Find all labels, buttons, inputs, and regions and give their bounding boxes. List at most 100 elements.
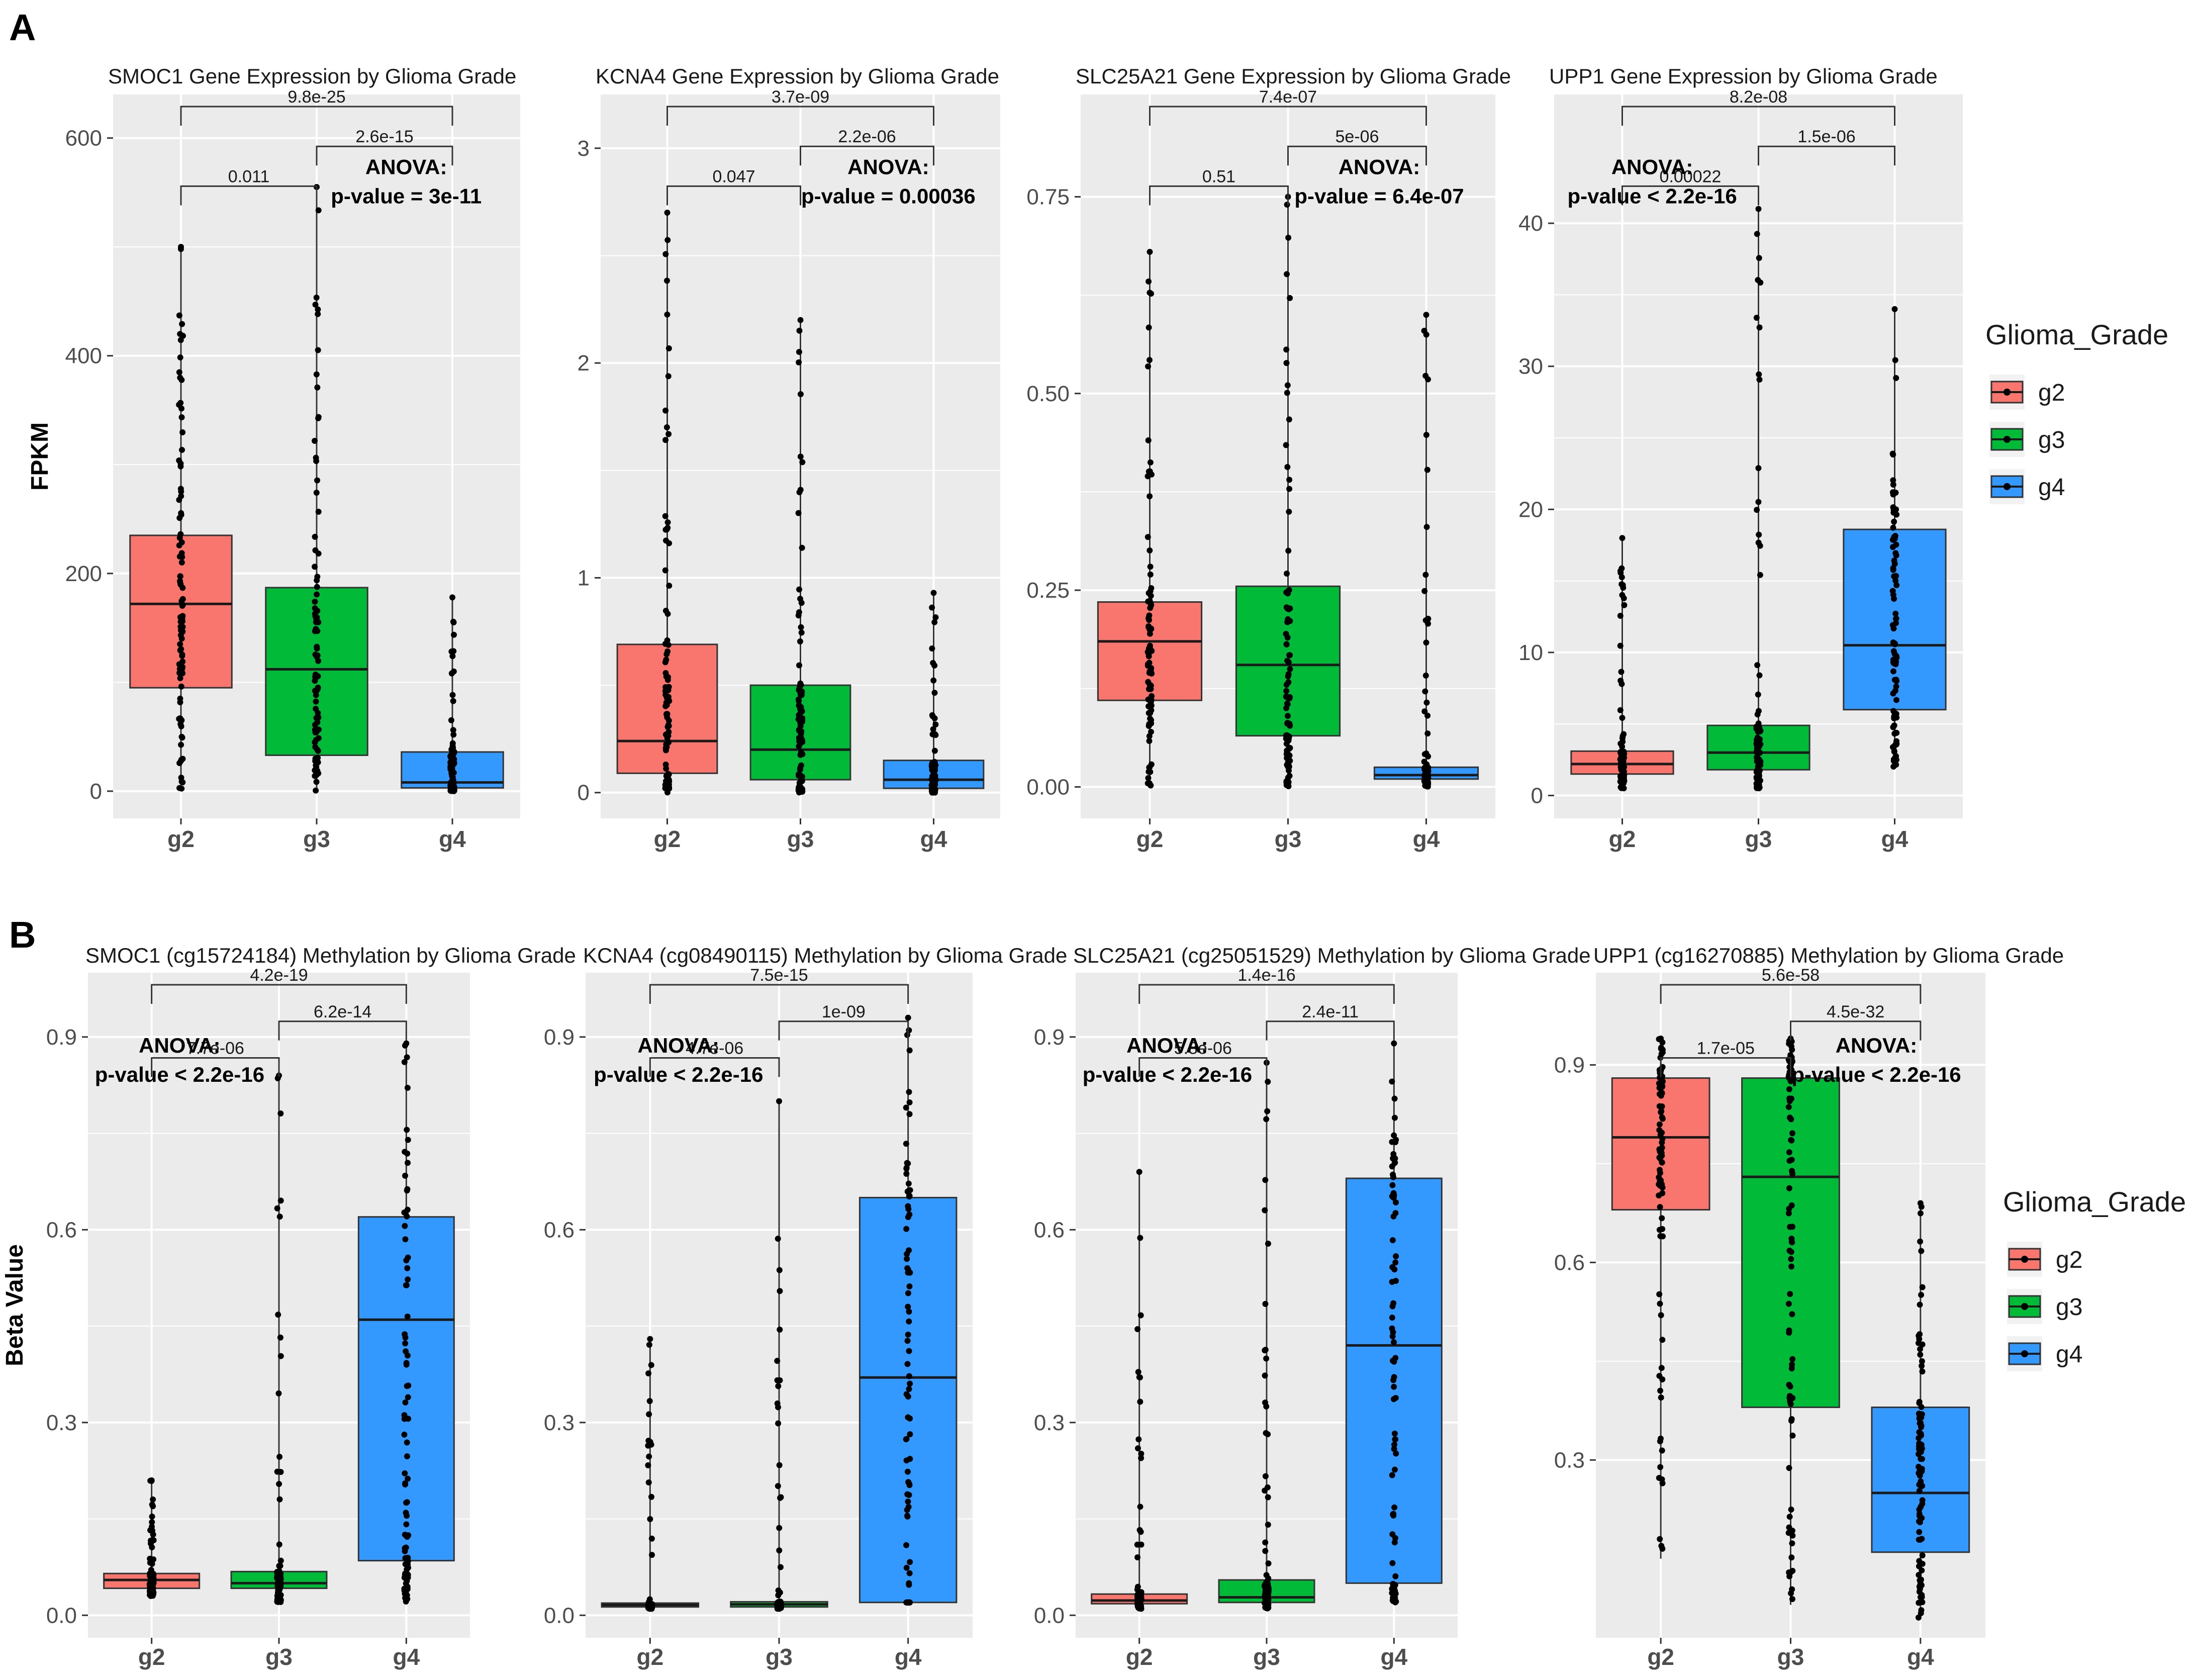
- data-point: [1619, 743, 1626, 750]
- data-point: [665, 373, 672, 380]
- data-point: [450, 731, 457, 738]
- data-point: [1145, 775, 1152, 781]
- data-point: [1892, 532, 1898, 539]
- data-point: [664, 519, 671, 526]
- data-point: [1916, 1558, 1923, 1564]
- bracket-line: [180, 106, 453, 126]
- data-point: [1138, 1455, 1144, 1461]
- y-tick-label: 0.6: [544, 1218, 575, 1242]
- data-point: [1265, 1078, 1271, 1085]
- data-point: [796, 586, 803, 593]
- data-point: [404, 1383, 410, 1389]
- data-point: [1617, 760, 1624, 766]
- data-point: [1658, 1182, 1665, 1189]
- data-point: [1659, 1545, 1666, 1552]
- x-tick-label: g3: [787, 826, 814, 852]
- data-point: [1147, 605, 1154, 611]
- data-point: [1918, 1432, 1925, 1439]
- data-point: [903, 1104, 909, 1111]
- data-point: [1392, 1259, 1399, 1266]
- data-point: [663, 773, 670, 779]
- data-point: [646, 1453, 652, 1460]
- data-point: [402, 1334, 409, 1341]
- data-point: [313, 458, 320, 464]
- data-point: [1658, 1045, 1664, 1051]
- data-point: [179, 779, 186, 786]
- data-point: [149, 1537, 156, 1544]
- data-point: [177, 580, 183, 587]
- y-tick-label: 1: [578, 566, 590, 590]
- data-point: [179, 596, 186, 602]
- data-point: [904, 1256, 910, 1262]
- data-point: [277, 1557, 284, 1564]
- data-point: [449, 692, 456, 698]
- chart-2: KCNA4 Gene Expression by Glioma Grade 0 1 2…: [578, 64, 1000, 852]
- comparison-bracket: 7.5e-15: [649, 966, 909, 1004]
- data-point: [176, 666, 183, 672]
- bracket-line: [649, 1057, 780, 1077]
- data-point: [177, 647, 183, 654]
- data-point: [1286, 486, 1293, 492]
- x-tick-label: g2: [636, 1644, 663, 1670]
- data-point: [1919, 1362, 1925, 1369]
- data-point: [930, 785, 936, 792]
- data-point: [775, 1420, 782, 1427]
- data-point: [662, 437, 669, 443]
- data-point: [276, 1563, 282, 1569]
- bracket-line: [1149, 106, 1427, 126]
- data-point: [312, 721, 318, 728]
- data-point: [1756, 324, 1763, 331]
- data-point: [1620, 750, 1627, 756]
- data-point: [1389, 1237, 1396, 1244]
- data-point: [775, 1383, 782, 1389]
- data-point: [1283, 604, 1290, 611]
- data-point: [315, 619, 322, 625]
- data-point: [1893, 582, 1900, 589]
- data-point: [404, 1596, 411, 1602]
- data-point: [1390, 1155, 1396, 1162]
- points-g3: [1283, 194, 1293, 789]
- data-point: [1893, 511, 1900, 518]
- data-point: [1657, 1233, 1664, 1240]
- data-point: [1393, 1450, 1399, 1457]
- points-g3: [795, 317, 806, 796]
- x-tick-label: g4: [1413, 826, 1440, 852]
- comparison-bracket: 6.2e-14: [278, 1002, 407, 1041]
- data-point: [1620, 731, 1627, 737]
- data-point: [1753, 737, 1760, 743]
- data-point: [315, 311, 321, 317]
- data-point: [1286, 508, 1292, 515]
- data-point: [663, 424, 670, 431]
- data-point: [1287, 652, 1293, 659]
- bracket-pvalue: 5.6e-58: [1762, 966, 1820, 985]
- bracket-line: [1138, 1057, 1268, 1077]
- data-point: [1659, 1115, 1666, 1122]
- data-point: [177, 400, 184, 406]
- y-axis-title: FPKM: [27, 422, 53, 491]
- data-point: [662, 567, 669, 574]
- data-point: [177, 486, 184, 492]
- data-point: [1919, 1567, 1925, 1574]
- data-point: [648, 1552, 655, 1558]
- data-point: [1265, 1494, 1271, 1501]
- chart-7: SLC25A21 (cg25051529) Methylation by Gli…: [1034, 944, 1591, 1670]
- chart-title: SLC25A21 (cg25051529) Methylation by Gli…: [1073, 944, 1591, 967]
- data-point-max: [403, 1040, 410, 1047]
- data-point: [315, 347, 321, 353]
- data-point-max: [1755, 206, 1762, 212]
- comparison-bracket: 2.2e-06: [800, 127, 934, 166]
- data-point: [1658, 1051, 1665, 1057]
- data-point: [313, 490, 320, 496]
- data-point: [315, 207, 322, 214]
- data-point: [929, 766, 935, 773]
- y-tick-label: 0.75: [1026, 184, 1070, 209]
- data-point: [274, 1468, 280, 1475]
- data-point: [906, 1373, 912, 1379]
- data-point: [1135, 1436, 1142, 1443]
- chart-3: SLC25A21 Gene Expression by Glioma Grade…: [1026, 64, 1511, 852]
- chart-8: UPP1 (cg16270885) Methylation by Glioma …: [1554, 944, 2064, 1670]
- data-point: [147, 1581, 154, 1588]
- data-point: [1919, 1411, 1925, 1418]
- data-point: [313, 715, 320, 721]
- data-point: [179, 446, 185, 453]
